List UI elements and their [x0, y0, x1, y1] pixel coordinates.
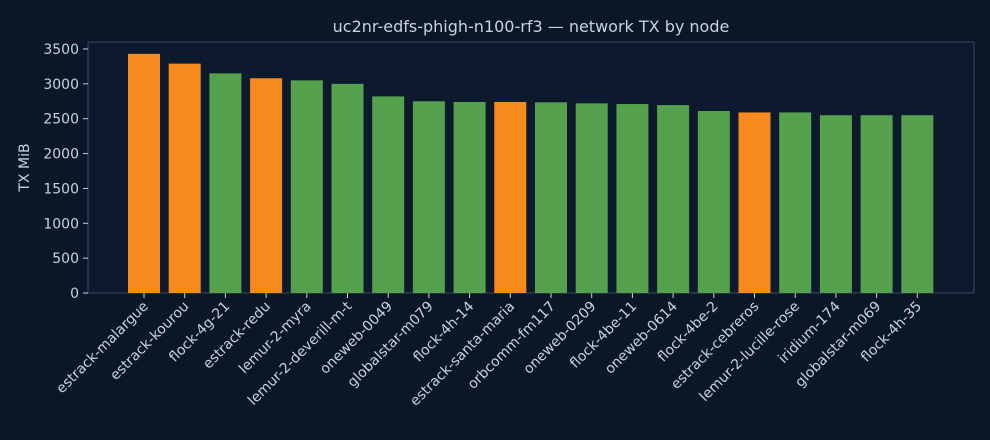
bar-lemur-2-deverill-m-t: [331, 83, 364, 293]
bar-flock-4be-11: [616, 104, 649, 293]
bar-oneweb-0049: [372, 96, 405, 293]
bar-oneweb-0614: [657, 105, 690, 294]
y-axis: 0 500 1000 1500 2000 2500 3000 3500: [43, 42, 88, 302]
y-tick-label: 500: [52, 251, 79, 267]
y-axis-label: TX MiB: [17, 143, 33, 192]
y-tick-label: 3000: [43, 77, 79, 93]
bar-estrack-redu: [250, 78, 283, 293]
bar-globalstar-m069: [860, 115, 893, 293]
bar-oneweb-0209: [575, 103, 608, 293]
chart-title: uc2nr-edfs-phigh-n100-rf3 — network TX b…: [333, 17, 730, 36]
bar-flock-4h-35: [901, 115, 934, 293]
y-tick-label: 3500: [43, 42, 79, 58]
bar-lemur-2-lucille-rose: [779, 112, 812, 294]
bar-iridium-174: [819, 115, 852, 293]
bar-flock-4g-21: [209, 73, 242, 293]
y-tick-label: 1000: [43, 216, 79, 232]
bar-globalstar-m079: [412, 101, 445, 293]
bar-series: [128, 53, 934, 294]
y-tick-label: 0: [70, 286, 79, 302]
bar-estrack-malargue: [128, 53, 160, 293]
bar-flock-4be-2: [697, 111, 730, 294]
bar-lemur-2-myra: [290, 80, 323, 293]
y-tick-label: 2000: [43, 147, 79, 163]
bar-orbcomm-fm117: [535, 102, 567, 293]
bar-flock-4h-14: [453, 101, 486, 293]
bar-estrack-santa-maria: [494, 101, 527, 293]
y-tick-label: 2500: [43, 112, 79, 128]
y-tick-label: 1500: [43, 181, 79, 197]
bar-estrack-cebreros: [738, 112, 771, 294]
bar-estrack-kourou: [168, 63, 201, 293]
